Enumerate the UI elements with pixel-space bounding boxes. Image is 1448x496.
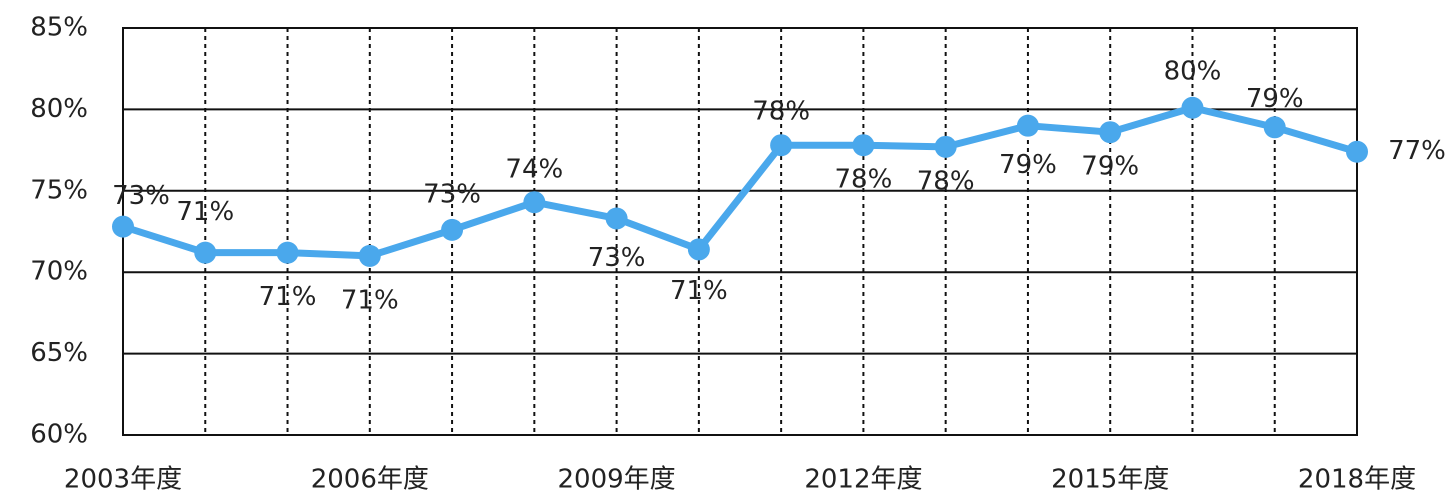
marker (276, 241, 299, 264)
y-tick-label: 75% (30, 175, 88, 205)
data-label: 71% (670, 276, 728, 306)
marker (523, 191, 546, 214)
marker (358, 244, 381, 267)
marker (441, 218, 464, 241)
data-label: 79% (1246, 84, 1304, 114)
y-tick-label: 60% (30, 420, 88, 450)
data-label: 73% (423, 179, 481, 209)
y-tick-label: 80% (30, 94, 88, 124)
line (121, 104, 1358, 260)
data-label: 71% (259, 282, 317, 312)
marker (852, 134, 875, 157)
data-label: 73% (588, 243, 646, 273)
y-tick-label: 85% (30, 13, 88, 43)
x-tick-label: 2012年度 (804, 465, 922, 495)
x-tick-label: 2003年度 (64, 465, 182, 495)
x-tick-label: 2018年度 (1298, 465, 1416, 495)
data-label: 73% (112, 181, 170, 211)
marker (1016, 114, 1039, 137)
marker (194, 241, 217, 264)
marker (1181, 96, 1204, 119)
marker (770, 134, 793, 157)
marker (687, 238, 710, 261)
y-tick-label: 65% (30, 338, 88, 368)
data-label: 71% (341, 285, 399, 315)
marker (934, 135, 957, 158)
data-label: 80% (1164, 56, 1222, 86)
marker (1263, 116, 1286, 139)
data-label: 79% (999, 150, 1057, 180)
marker (1099, 121, 1122, 144)
x-tick-label: 2015年度 (1051, 465, 1169, 495)
data-label: 74% (505, 155, 563, 185)
y-tick-label: 70% (30, 257, 88, 287)
marker (112, 215, 134, 238)
data-label: 78% (835, 165, 893, 195)
marker (1346, 140, 1368, 163)
data-label: 79% (1081, 152, 1139, 182)
data-label: 78% (917, 166, 975, 196)
data-label: 71% (176, 197, 234, 227)
data-label: 77% (1388, 136, 1446, 166)
x-tick-label: 2006年度 (311, 465, 429, 495)
plot-border (122, 27, 1358, 436)
data-label: 78% (752, 97, 810, 127)
marker (605, 207, 628, 230)
x-tick-label: 2009年度 (558, 465, 676, 495)
